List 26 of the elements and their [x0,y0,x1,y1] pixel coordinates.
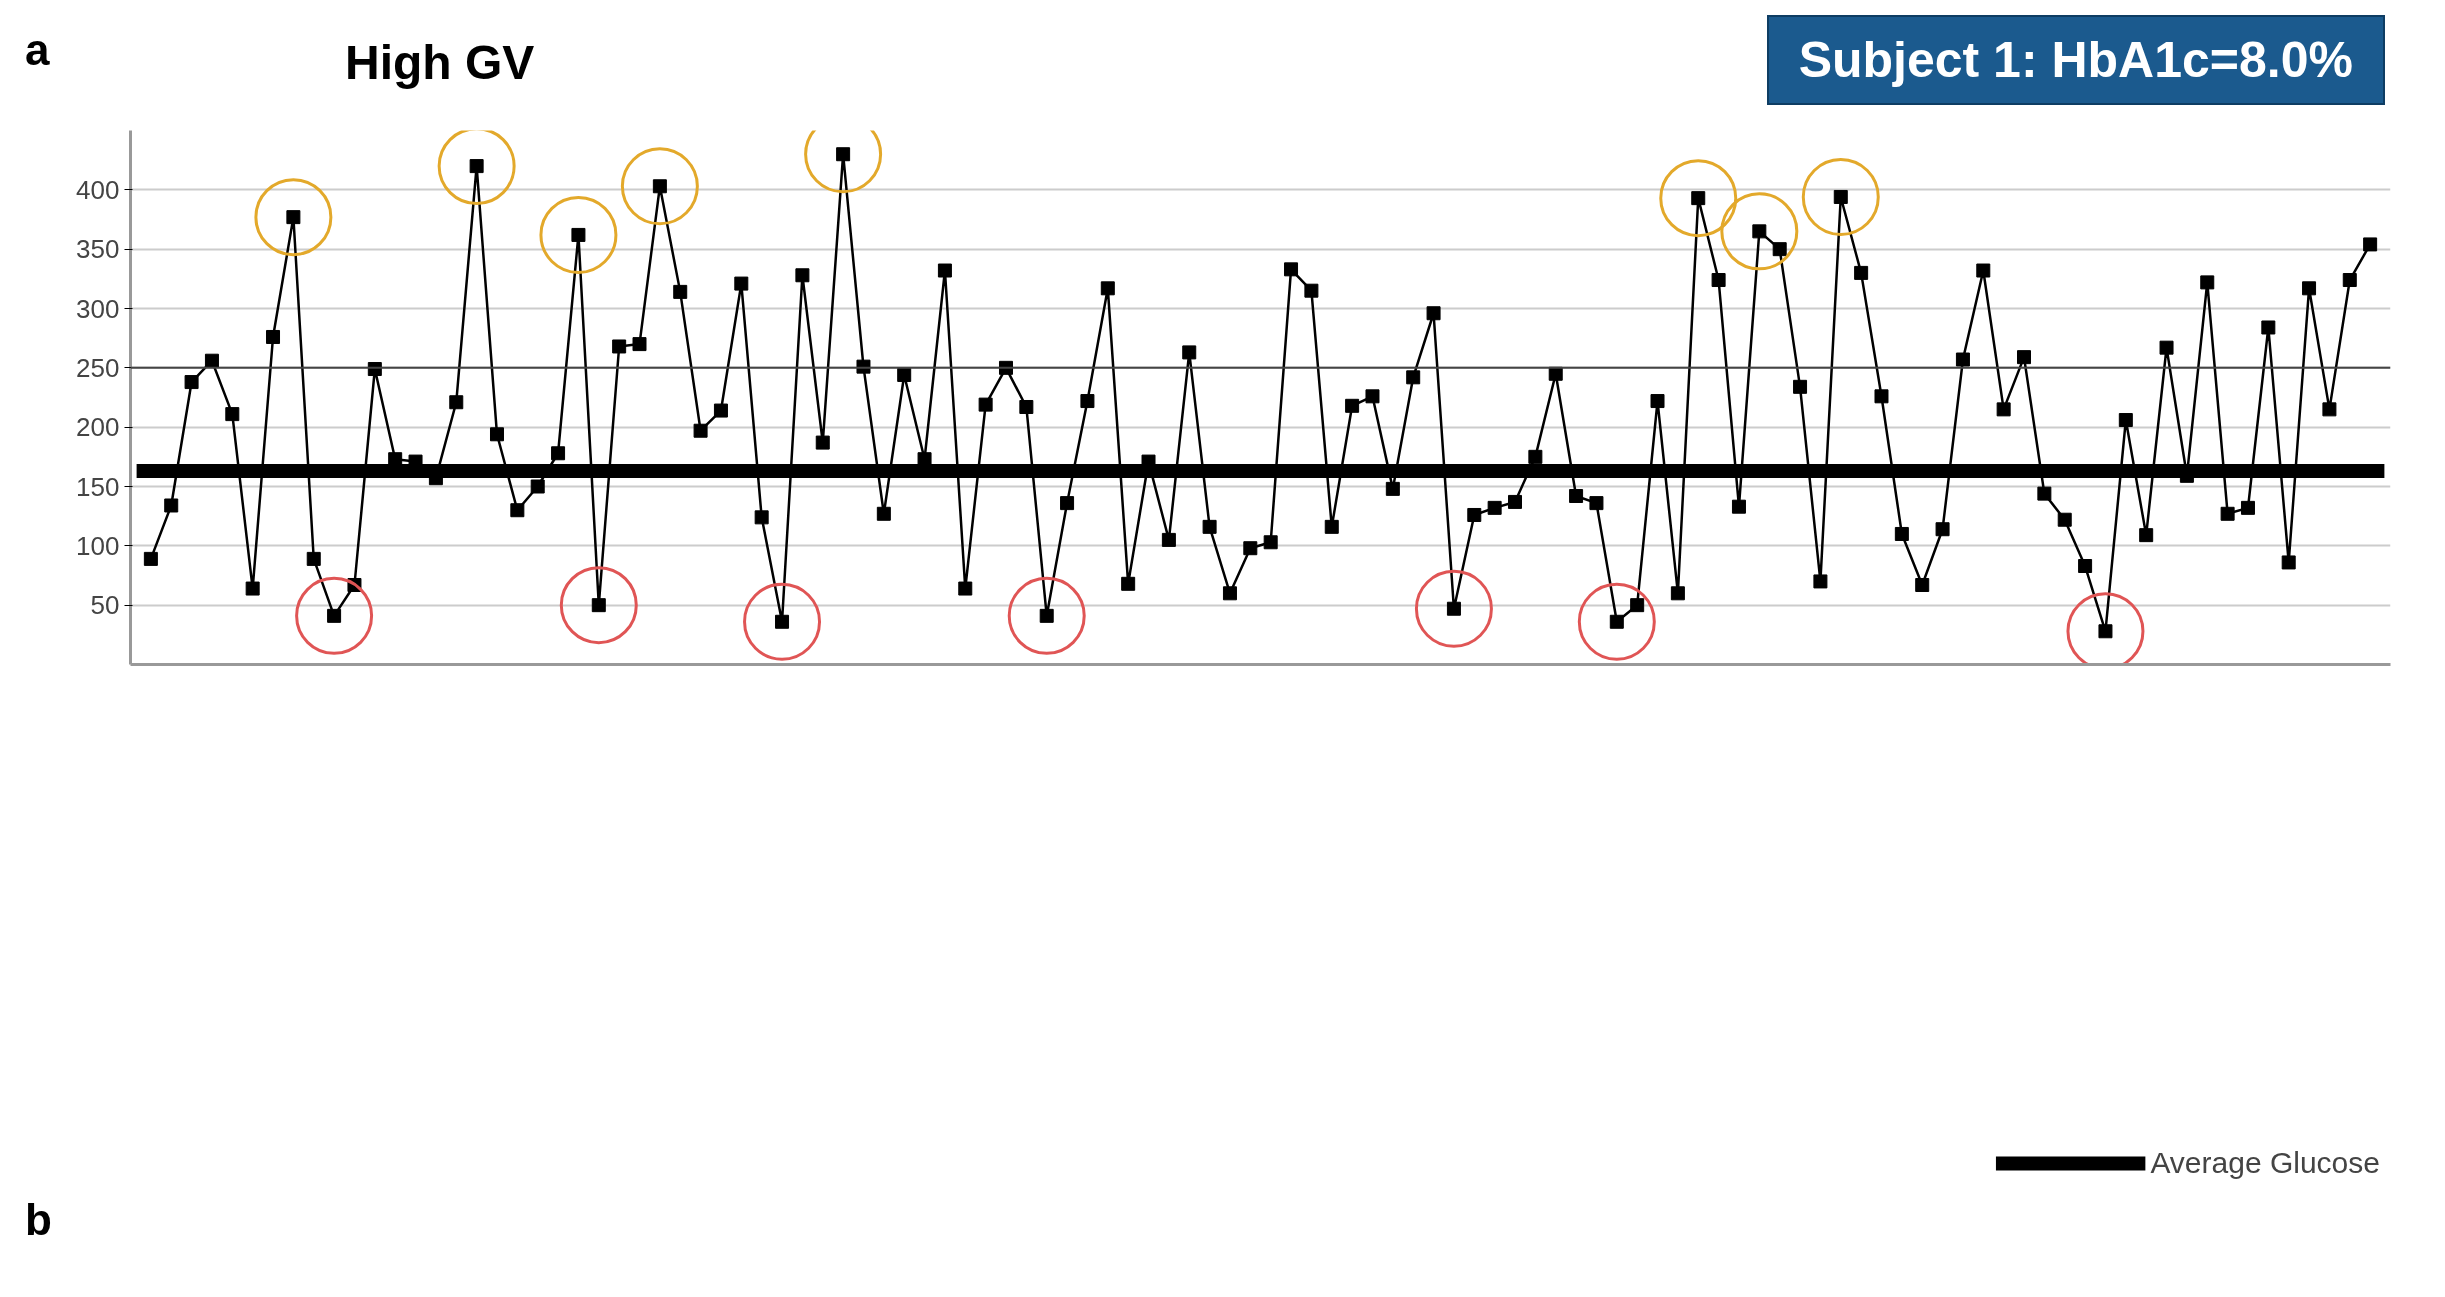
point [743,582,822,661]
point [295,576,374,655]
point [539,196,618,274]
point [254,178,333,257]
point [559,566,638,645]
y-tick-label: 350 [76,234,120,265]
point [1720,192,1799,271]
point [1659,159,1738,238]
text: b [25,1195,52,1245]
text: a [25,25,50,75]
point [1414,569,1493,648]
point [1577,582,1656,661]
point [1007,576,1086,655]
point [437,130,516,206]
point [620,147,699,226]
y-tick-label: 200 [76,412,120,443]
text: High GV [345,35,535,90]
y-tick-label: 400 [76,174,120,205]
legend-label: Average Glucose [2150,1146,2380,1180]
text: Subject 1: HbA1c=8.0% [1766,15,2385,105]
point [1801,158,1880,236]
y-tick-label: 100 [76,530,120,561]
y-tick-label: 50 [90,590,120,621]
y-tick-label: 300 [76,293,120,324]
y-tick-label: 150 [76,471,120,502]
y-tick-label: 250 [76,352,120,383]
